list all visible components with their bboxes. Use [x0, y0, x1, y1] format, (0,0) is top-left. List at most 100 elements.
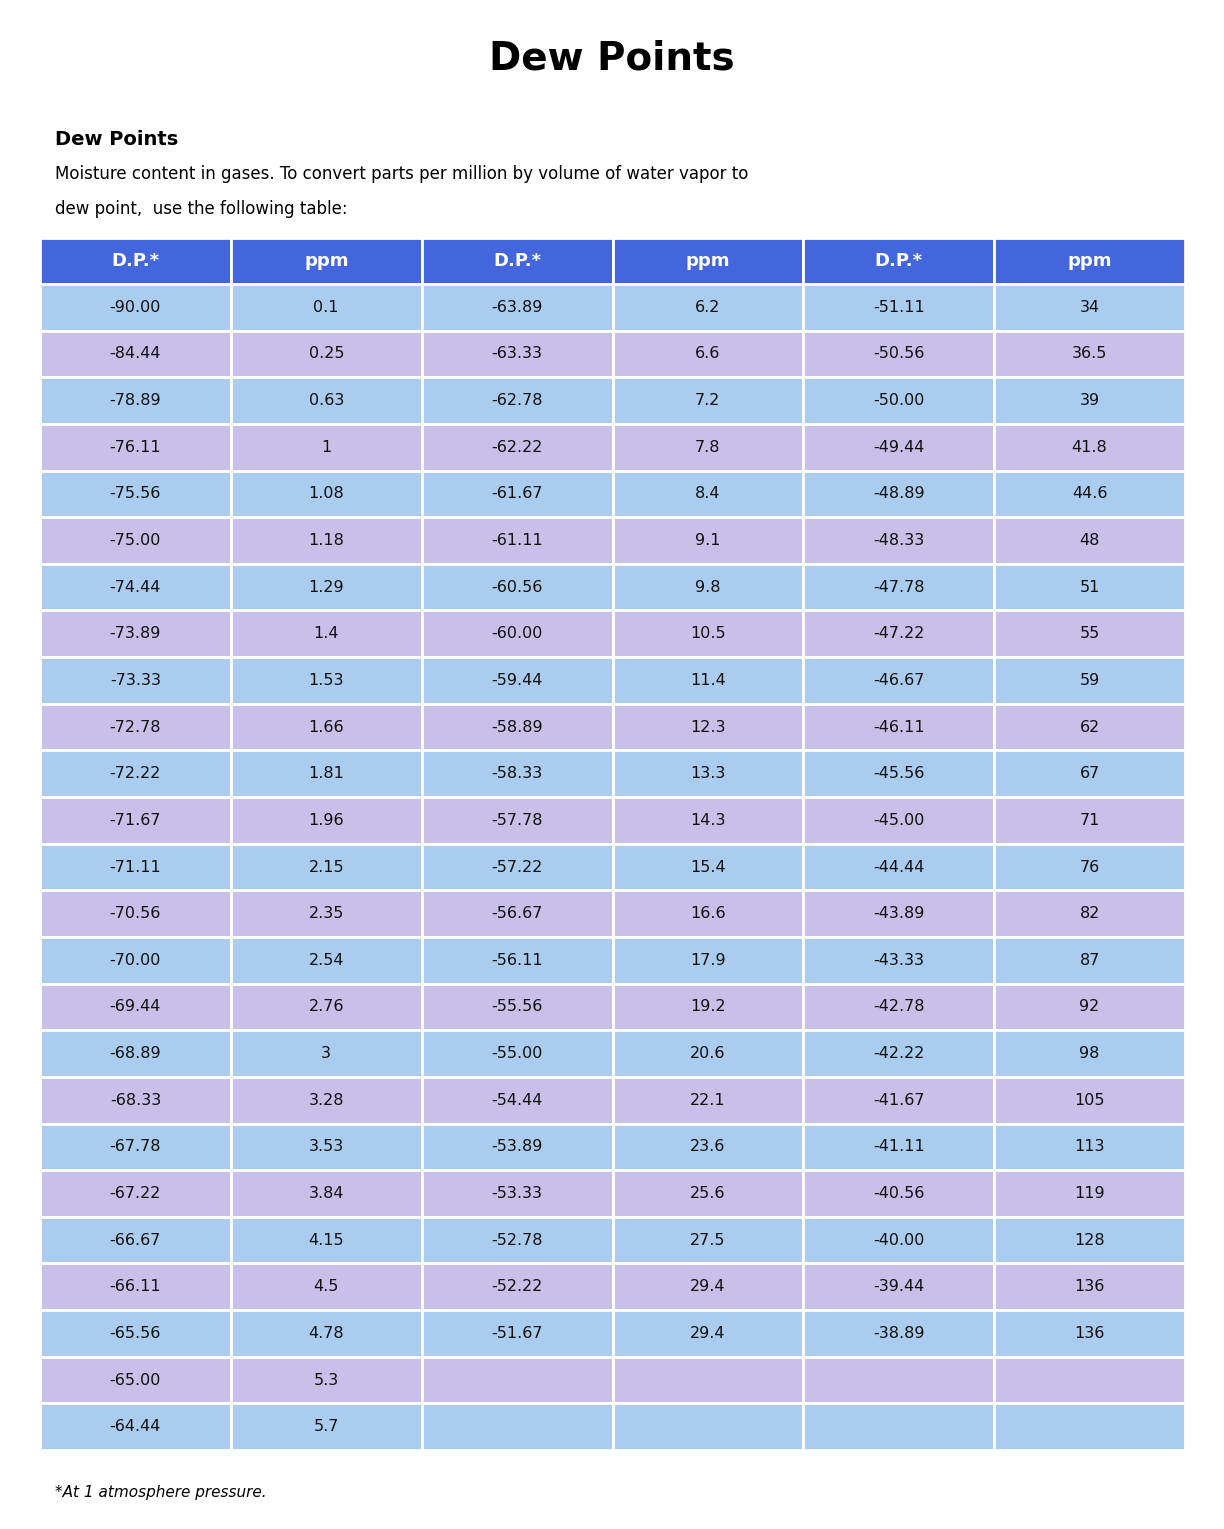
Text: 3: 3 [321, 1046, 332, 1061]
Text: -45.56: -45.56 [873, 766, 924, 781]
Text: D.P.*: D.P.* [111, 252, 159, 271]
Text: -53.89: -53.89 [491, 1139, 542, 1154]
Text: 7.8: 7.8 [695, 440, 721, 454]
Text: 1.81: 1.81 [308, 766, 344, 781]
Text: 6.2: 6.2 [695, 300, 721, 315]
Text: 7.2: 7.2 [695, 393, 721, 408]
Text: dew point,  use the following table:: dew point, use the following table: [55, 200, 348, 219]
Text: -63.33: -63.33 [492, 347, 542, 361]
Text: -64.44: -64.44 [110, 1419, 162, 1434]
Text: -40.56: -40.56 [873, 1187, 924, 1200]
Text: 3.53: 3.53 [308, 1139, 344, 1154]
Text: -61.67: -61.67 [491, 486, 542, 502]
Text: -53.33: -53.33 [492, 1187, 542, 1200]
Text: 113: 113 [1075, 1139, 1105, 1154]
Text: 55: 55 [1080, 627, 1099, 641]
Text: -68.89: -68.89 [110, 1046, 162, 1061]
Text: -43.89: -43.89 [873, 907, 924, 920]
Text: 2.35: 2.35 [308, 907, 344, 920]
Text: 51: 51 [1080, 579, 1100, 595]
Text: 2.76: 2.76 [308, 1000, 344, 1014]
Text: -42.22: -42.22 [873, 1046, 924, 1061]
Text: -62.22: -62.22 [491, 440, 542, 454]
Text: -54.44: -54.44 [491, 1093, 542, 1107]
Text: 76: 76 [1080, 859, 1099, 875]
Text: -66.11: -66.11 [110, 1280, 162, 1294]
Text: -67.78: -67.78 [110, 1139, 162, 1154]
Text: 6.6: 6.6 [695, 347, 721, 361]
Text: Dew Points: Dew Points [490, 40, 734, 78]
Text: 15.4: 15.4 [690, 859, 726, 875]
Text: 0.63: 0.63 [308, 393, 344, 408]
Text: -59.44: -59.44 [491, 673, 542, 688]
Text: 25.6: 25.6 [690, 1187, 726, 1200]
Text: ppm: ppm [685, 252, 731, 271]
Text: -39.44: -39.44 [873, 1280, 924, 1294]
Text: 3.28: 3.28 [308, 1093, 344, 1107]
Text: -67.22: -67.22 [110, 1187, 162, 1200]
Text: 87: 87 [1080, 953, 1100, 968]
Text: -48.33: -48.33 [873, 534, 924, 547]
Text: ppm: ppm [1067, 252, 1111, 271]
Text: 82: 82 [1080, 907, 1100, 920]
Text: -63.89: -63.89 [491, 300, 542, 315]
Text: -62.78: -62.78 [491, 393, 542, 408]
Text: -75.00: -75.00 [110, 534, 162, 547]
Text: -55.00: -55.00 [491, 1046, 542, 1061]
Text: 44.6: 44.6 [1072, 486, 1108, 502]
Text: 59: 59 [1080, 673, 1099, 688]
Text: 20.6: 20.6 [690, 1046, 726, 1061]
Text: -58.33: -58.33 [492, 766, 542, 781]
Text: 1.96: 1.96 [308, 813, 344, 827]
Text: D.P.*: D.P.* [493, 252, 541, 271]
Text: 2.15: 2.15 [308, 859, 344, 875]
Text: 119: 119 [1075, 1187, 1105, 1200]
Text: 11.4: 11.4 [690, 673, 726, 688]
Text: 1.53: 1.53 [308, 673, 344, 688]
Text: -56.11: -56.11 [491, 953, 543, 968]
Text: 34: 34 [1080, 300, 1099, 315]
Text: 1: 1 [321, 440, 332, 454]
Text: D.P.*: D.P.* [875, 252, 923, 271]
Text: 4.15: 4.15 [308, 1232, 344, 1248]
Text: -48.89: -48.89 [873, 486, 924, 502]
Text: -45.00: -45.00 [873, 813, 924, 827]
Text: Moisture content in gases. To convert parts per million by volume of water vapor: Moisture content in gases. To convert pa… [55, 165, 748, 183]
Text: 19.2: 19.2 [690, 1000, 726, 1014]
Text: -65.00: -65.00 [110, 1373, 162, 1387]
Text: -41.11: -41.11 [873, 1139, 924, 1154]
Text: 17.9: 17.9 [690, 953, 726, 968]
Text: -78.89: -78.89 [110, 393, 162, 408]
Text: 9.8: 9.8 [695, 579, 721, 595]
Text: -52.22: -52.22 [491, 1280, 542, 1294]
Text: -44.44: -44.44 [873, 859, 924, 875]
Text: ppm: ppm [304, 252, 349, 271]
Text: -50.56: -50.56 [873, 347, 924, 361]
Text: -73.89: -73.89 [110, 627, 162, 641]
Text: -52.78: -52.78 [491, 1232, 542, 1248]
Text: 5.3: 5.3 [313, 1373, 339, 1387]
Text: -42.78: -42.78 [873, 1000, 924, 1014]
Text: 29.4: 29.4 [690, 1280, 726, 1294]
Text: 5.7: 5.7 [313, 1419, 339, 1434]
Text: -68.33: -68.33 [110, 1093, 162, 1107]
Text: -73.33: -73.33 [110, 673, 160, 688]
Text: -51.67: -51.67 [491, 1326, 542, 1341]
Text: -47.22: -47.22 [873, 627, 924, 641]
Text: 71: 71 [1080, 813, 1100, 827]
Text: -60.56: -60.56 [491, 579, 542, 595]
Text: -47.78: -47.78 [873, 579, 924, 595]
Text: -66.67: -66.67 [110, 1232, 162, 1248]
Text: 10.5: 10.5 [690, 627, 726, 641]
Text: 29.4: 29.4 [690, 1326, 726, 1341]
Text: -75.56: -75.56 [110, 486, 162, 502]
Text: -90.00: -90.00 [110, 300, 162, 315]
Text: 0.25: 0.25 [308, 347, 344, 361]
Text: -84.44: -84.44 [110, 347, 162, 361]
Text: 27.5: 27.5 [690, 1232, 726, 1248]
Text: 8.4: 8.4 [695, 486, 721, 502]
Text: -71.67: -71.67 [110, 813, 162, 827]
Text: 36.5: 36.5 [1072, 347, 1108, 361]
Text: -71.11: -71.11 [109, 859, 162, 875]
Text: -72.22: -72.22 [110, 766, 162, 781]
